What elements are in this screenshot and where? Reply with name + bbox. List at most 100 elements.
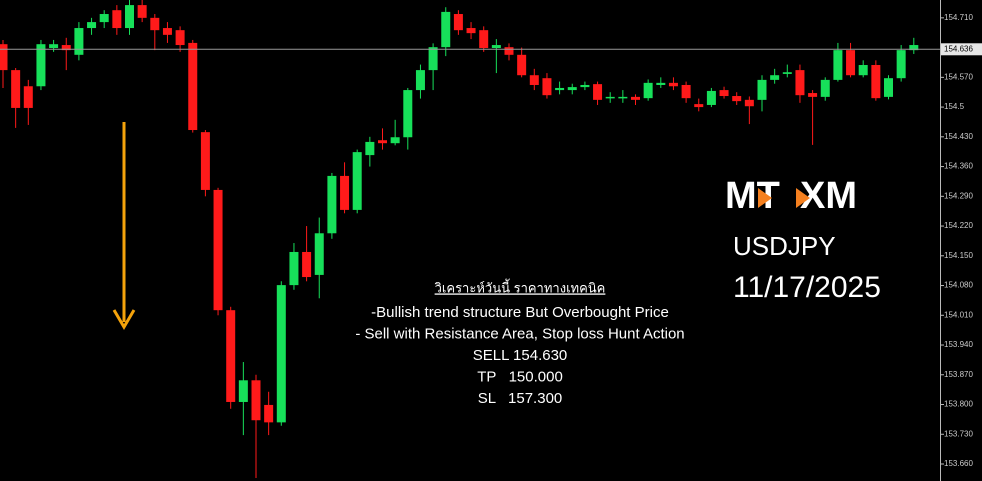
candle-body bbox=[200, 132, 210, 190]
candle-body bbox=[681, 84, 691, 99]
y-tick-label: 154.570 bbox=[944, 72, 973, 81]
candle-body bbox=[137, 5, 147, 18]
y-tick-label: 154.5 bbox=[944, 102, 965, 111]
logo-accent bbox=[796, 188, 810, 208]
candle-body bbox=[302, 251, 312, 278]
candle-body bbox=[36, 44, 46, 87]
y-tick-label: 153.940 bbox=[944, 340, 973, 349]
candle-body bbox=[643, 82, 653, 99]
y-tick-label: 154.080 bbox=[944, 281, 973, 290]
candle-body bbox=[49, 44, 59, 49]
logo-left: MT bbox=[725, 175, 780, 217]
candle-body bbox=[415, 70, 425, 91]
candle-body bbox=[884, 78, 893, 97]
y-tick-label: 153.800 bbox=[944, 400, 973, 409]
candle-body bbox=[542, 78, 552, 96]
candle-body bbox=[61, 45, 71, 51]
candle-body bbox=[0, 44, 8, 71]
candle-body bbox=[226, 310, 236, 402]
candle-body bbox=[428, 47, 438, 71]
candle-body bbox=[327, 175, 337, 234]
y-tick-label: 154.360 bbox=[944, 162, 973, 171]
y-tick-label: 153.870 bbox=[944, 370, 973, 379]
analysis-line: - Sell with Resistance Area, Stop loss H… bbox=[355, 325, 684, 342]
candle-body bbox=[11, 70, 21, 108]
candle-body bbox=[820, 79, 830, 97]
candle-body bbox=[631, 96, 640, 100]
y-tick-label: 154.150 bbox=[944, 251, 973, 260]
candle-body bbox=[352, 152, 362, 210]
candle-body bbox=[555, 87, 565, 91]
candle-body bbox=[491, 45, 501, 49]
candle-body bbox=[706, 90, 716, 105]
logo-right: XM bbox=[800, 175, 857, 217]
logo: MT XM bbox=[725, 175, 857, 217]
candle-body bbox=[871, 65, 881, 99]
candle-body bbox=[150, 17, 160, 31]
candle-body bbox=[909, 45, 919, 51]
candle-body bbox=[479, 30, 489, 49]
candle-body bbox=[289, 251, 299, 286]
candle-body bbox=[251, 380, 261, 421]
candle-body bbox=[694, 104, 704, 108]
candle-body bbox=[529, 75, 539, 85]
candle-body bbox=[125, 5, 134, 29]
y-tick-label: 154.220 bbox=[944, 221, 973, 230]
y-tick-label: 153.660 bbox=[944, 459, 973, 468]
y-tick-label: 154.290 bbox=[944, 191, 973, 200]
candle-body bbox=[517, 54, 527, 76]
candle-body bbox=[618, 96, 628, 99]
candle-body bbox=[74, 28, 84, 55]
candle-body bbox=[896, 50, 906, 79]
candle-body bbox=[238, 380, 248, 402]
candle-body bbox=[782, 72, 792, 74]
candle-body bbox=[808, 93, 818, 97]
y-tick-label: 154.710 bbox=[944, 13, 973, 22]
analysis-heading: วิเคราะห์วันนี้ ราคาทางเทคนิค bbox=[434, 278, 605, 295]
candle-body bbox=[99, 14, 109, 23]
candle-body bbox=[403, 90, 413, 138]
candle-body bbox=[795, 70, 805, 96]
candle-body bbox=[87, 22, 97, 29]
arrow-head bbox=[112, 309, 136, 330]
candle-body bbox=[770, 75, 780, 80]
candle-body bbox=[833, 50, 843, 80]
date: 11/17/2025 bbox=[733, 271, 881, 304]
candle-body bbox=[605, 96, 615, 99]
y-tick-label: 153.730 bbox=[944, 429, 973, 438]
candle-body bbox=[175, 30, 185, 46]
analysis-line: SELL 154.630 bbox=[473, 347, 568, 364]
y-tick-label: 154.010 bbox=[944, 310, 973, 319]
candle-body bbox=[858, 65, 868, 76]
current-price-box bbox=[941, 43, 982, 56]
candle-body bbox=[656, 82, 666, 85]
candle-body bbox=[580, 84, 590, 88]
candle-body bbox=[340, 175, 350, 210]
candle-body bbox=[378, 140, 387, 144]
candle-body bbox=[276, 285, 286, 423]
candle-body bbox=[23, 86, 33, 108]
candle-body bbox=[314, 233, 324, 275]
candle-body bbox=[453, 14, 463, 31]
candle-body bbox=[390, 137, 400, 144]
candle-body bbox=[719, 90, 729, 97]
candle-body bbox=[365, 141, 375, 156]
analysis-line: SL 157.300 bbox=[478, 390, 563, 407]
analysis-line: TP 150.000 bbox=[477, 368, 563, 385]
analysis-line: -Bullish trend structure But Overbought … bbox=[371, 304, 669, 321]
candle-body bbox=[188, 42, 198, 131]
candle-body bbox=[732, 96, 742, 102]
candle-body bbox=[112, 10, 122, 29]
y-tick-label: 154.430 bbox=[944, 132, 973, 141]
candle-body bbox=[668, 82, 678, 87]
candle-body bbox=[264, 404, 274, 423]
candle-body bbox=[593, 84, 603, 100]
logo-accent bbox=[758, 188, 772, 208]
candle-body bbox=[504, 47, 514, 55]
candle-body bbox=[466, 28, 476, 34]
candle-body bbox=[757, 79, 767, 100]
candle-body bbox=[162, 28, 172, 35]
